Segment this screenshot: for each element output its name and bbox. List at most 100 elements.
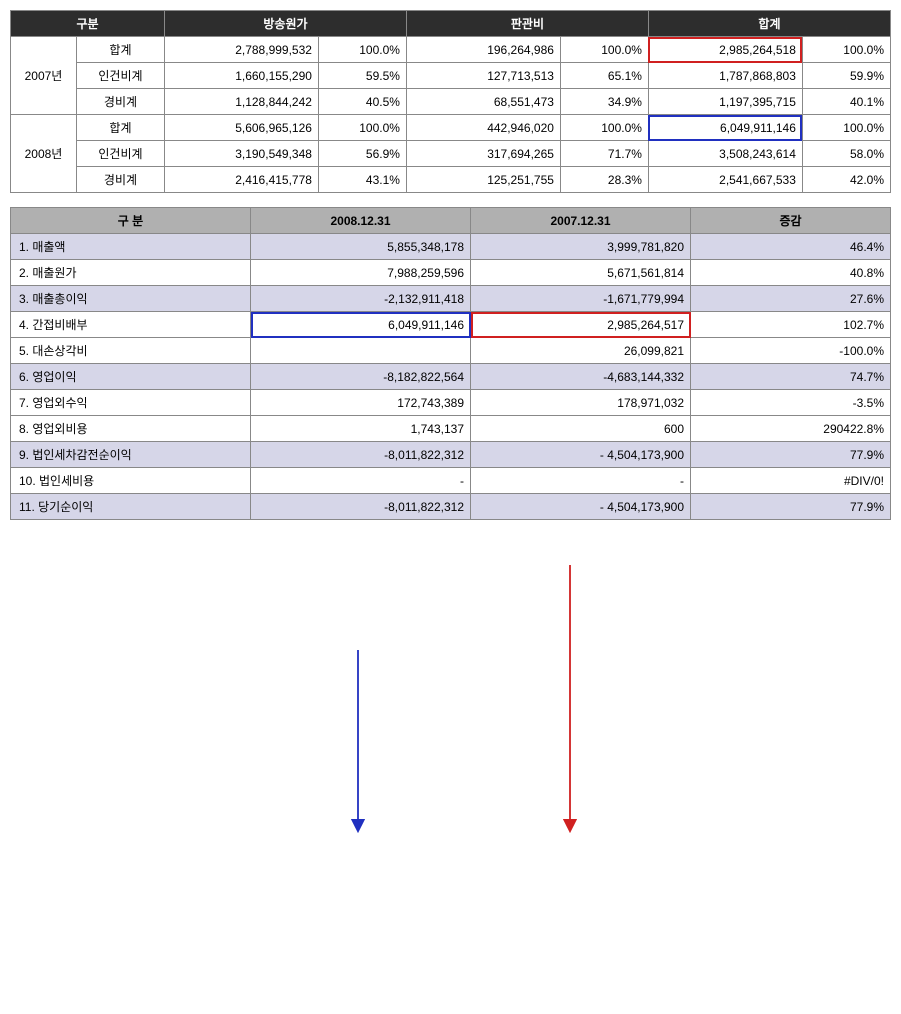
value-2008: -8,182,822,564 bbox=[251, 364, 471, 390]
pct-cell: 58.0% bbox=[802, 141, 890, 167]
pct-cell: 40.5% bbox=[318, 89, 406, 115]
value-cell: 317,694,265 bbox=[406, 141, 560, 167]
row-label: 경비계 bbox=[76, 167, 164, 193]
pct-cell: 100.0% bbox=[802, 115, 890, 141]
value-cell: 1,660,155,290 bbox=[164, 63, 318, 89]
table-row: 경비계2,416,415,77843.1%125,251,75528.3%2,5… bbox=[11, 167, 891, 193]
value-2008: -2,132,911,418 bbox=[251, 286, 471, 312]
value-cell: 2,416,415,778 bbox=[164, 167, 318, 193]
value-2008: 5,855,348,178 bbox=[251, 234, 471, 260]
value-2008: 7,988,259,596 bbox=[251, 260, 471, 286]
pct-cell: 100.0% bbox=[802, 37, 890, 63]
income-table: 구 분 2008.12.31 2007.12.31 증감 1. 매출액5,855… bbox=[10, 207, 891, 520]
page-wrap: 구분 방송원가 판관비 합계 2007년합계2,788,999,532100.0… bbox=[10, 10, 891, 520]
value-2007: - 4,504,173,900 bbox=[471, 442, 691, 468]
value-change: -3.5% bbox=[691, 390, 891, 416]
hdr2-gubun: 구 분 bbox=[11, 208, 251, 234]
row-label: 6. 영업이익 bbox=[11, 364, 251, 390]
hdr-gubun: 구분 bbox=[11, 11, 165, 37]
arrows-overlay bbox=[10, 520, 901, 1014]
row-label: 합계 bbox=[76, 115, 164, 141]
table-row: 6. 영업이익-8,182,822,564-4,683,144,33274.7% bbox=[11, 364, 891, 390]
hdr2-2007: 2007.12.31 bbox=[471, 208, 691, 234]
value-cell: 68,551,473 bbox=[406, 89, 560, 115]
row-label: 9. 법인세차감전순이익 bbox=[11, 442, 251, 468]
value-cell: 1,197,395,715 bbox=[648, 89, 802, 115]
table-row: 2. 매출원가7,988,259,5965,671,561,81440.8% bbox=[11, 260, 891, 286]
value-cell: 3,190,549,348 bbox=[164, 141, 318, 167]
row-label: 7. 영업외수익 bbox=[11, 390, 251, 416]
summary-table: 구분 방송원가 판관비 합계 2007년합계2,788,999,532100.0… bbox=[10, 10, 891, 193]
value-2008: - bbox=[251, 468, 471, 494]
row-label: 인건비계 bbox=[76, 141, 164, 167]
value-cell: 1,128,844,242 bbox=[164, 89, 318, 115]
hdr2-2008: 2008.12.31 bbox=[251, 208, 471, 234]
value-2007: -1,671,779,994 bbox=[471, 286, 691, 312]
table-row: 7. 영업외수익172,743,389178,971,032-3.5% bbox=[11, 390, 891, 416]
value-cell: 1,787,868,803 bbox=[648, 63, 802, 89]
pct-cell: 34.9% bbox=[560, 89, 648, 115]
table-row: 3. 매출총이익-2,132,911,418-1,671,779,99427.6… bbox=[11, 286, 891, 312]
year-cell: 2007년 bbox=[11, 37, 77, 115]
row-label: 4. 간접비배부 bbox=[11, 312, 251, 338]
value-2007: 178,971,032 bbox=[471, 390, 691, 416]
pct-cell: 100.0% bbox=[560, 115, 648, 141]
table-row: 인건비계3,190,549,34856.9%317,694,26571.7%3,… bbox=[11, 141, 891, 167]
value-cell: 6,049,911,146 bbox=[648, 115, 802, 141]
value-change: 40.8% bbox=[691, 260, 891, 286]
pct-cell: 100.0% bbox=[318, 115, 406, 141]
value-cell: 3,508,243,614 bbox=[648, 141, 802, 167]
row-label: 경비계 bbox=[76, 89, 164, 115]
year-cell: 2008년 bbox=[11, 115, 77, 193]
value-2007: 5,671,561,814 bbox=[471, 260, 691, 286]
pct-cell: 59.5% bbox=[318, 63, 406, 89]
pct-cell: 59.9% bbox=[802, 63, 890, 89]
pct-cell: 100.0% bbox=[560, 37, 648, 63]
value-2008 bbox=[251, 338, 471, 364]
value-2007: 3,999,781,820 bbox=[471, 234, 691, 260]
pct-cell: 65.1% bbox=[560, 63, 648, 89]
row-label: 8. 영업외비용 bbox=[11, 416, 251, 442]
pct-cell: 71.7% bbox=[560, 141, 648, 167]
pct-cell: 100.0% bbox=[318, 37, 406, 63]
value-cell: 442,946,020 bbox=[406, 115, 560, 141]
table-row: 경비계1,128,844,24240.5%68,551,47334.9%1,19… bbox=[11, 89, 891, 115]
table-header-row: 구분 방송원가 판관비 합계 bbox=[11, 11, 891, 37]
table2-header-row: 구 분 2008.12.31 2007.12.31 증감 bbox=[11, 208, 891, 234]
value-change: -100.0% bbox=[691, 338, 891, 364]
value-2008: -8,011,822,312 bbox=[251, 442, 471, 468]
value-cell: 5,606,965,126 bbox=[164, 115, 318, 141]
value-cell: 2,541,667,533 bbox=[648, 167, 802, 193]
value-2007: -4,683,144,332 bbox=[471, 364, 691, 390]
value-cell: 127,713,513 bbox=[406, 63, 560, 89]
row-label: 10. 법인세비용 bbox=[11, 468, 251, 494]
row-label: 3. 매출총이익 bbox=[11, 286, 251, 312]
value-cell: 196,264,986 bbox=[406, 37, 560, 63]
pct-cell: 42.0% bbox=[802, 167, 890, 193]
row-label: 5. 대손상각비 bbox=[11, 338, 251, 364]
value-cell: 125,251,755 bbox=[406, 167, 560, 193]
table-row: 인건비계1,660,155,29059.5%127,713,51365.1%1,… bbox=[11, 63, 891, 89]
pct-cell: 28.3% bbox=[560, 167, 648, 193]
value-change: 74.7% bbox=[691, 364, 891, 390]
pct-cell: 56.9% bbox=[318, 141, 406, 167]
value-cell: 2,985,264,518 bbox=[648, 37, 802, 63]
value-2008: 172,743,389 bbox=[251, 390, 471, 416]
value-change: 27.6% bbox=[691, 286, 891, 312]
value-change: 290422.8% bbox=[691, 416, 891, 442]
row-label: 합계 bbox=[76, 37, 164, 63]
hdr-total: 합계 bbox=[648, 11, 890, 37]
row-label: 인건비계 bbox=[76, 63, 164, 89]
hdr-sga: 판관비 bbox=[406, 11, 648, 37]
value-2007: 600 bbox=[471, 416, 691, 442]
table-row: 5. 대손상각비26,099,821-100.0% bbox=[11, 338, 891, 364]
table-row: 2008년합계5,606,965,126100.0%442,946,020100… bbox=[11, 115, 891, 141]
pct-cell: 43.1% bbox=[318, 167, 406, 193]
row-label: 1. 매출액 bbox=[11, 234, 251, 260]
value-2007: 2,985,264,517 bbox=[471, 312, 691, 338]
value-2007: - bbox=[471, 468, 691, 494]
row-label: 2. 매출원가 bbox=[11, 260, 251, 286]
value-change: 102.7% bbox=[691, 312, 891, 338]
pct-cell: 40.1% bbox=[802, 89, 890, 115]
table-row: 2007년합계2,788,999,532100.0%196,264,986100… bbox=[11, 37, 891, 63]
